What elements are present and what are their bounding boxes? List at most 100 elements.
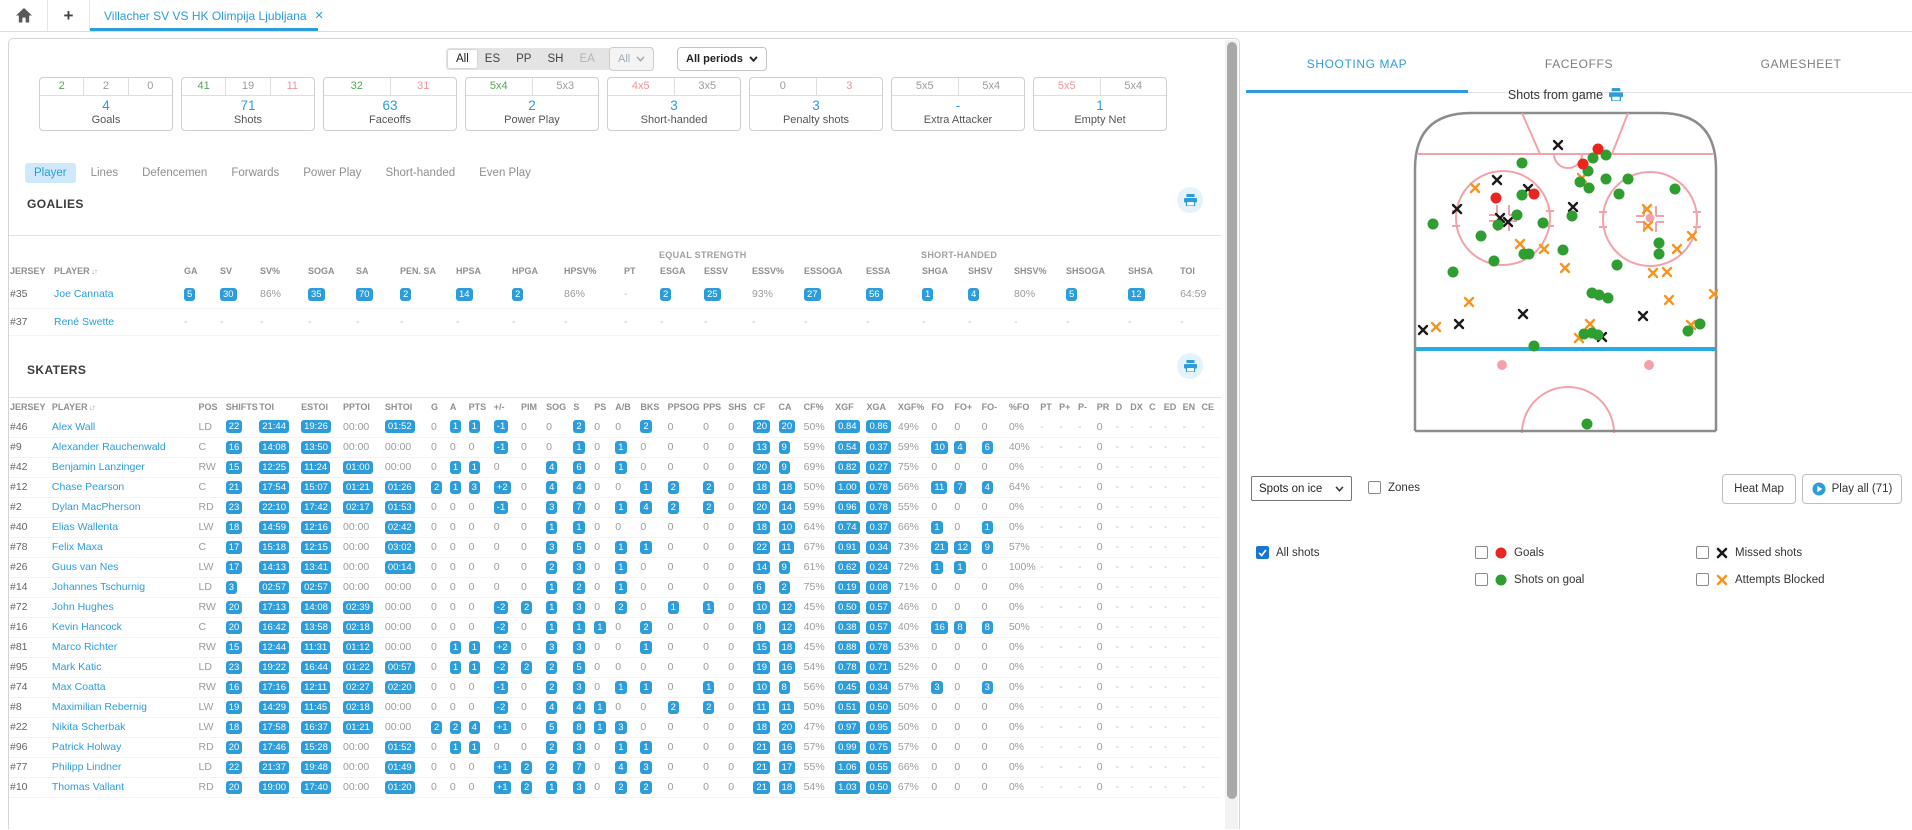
- zones-checkbox[interactable]: Zones: [1368, 481, 1420, 494]
- goal-marker[interactable]: [1528, 188, 1540, 200]
- blocked-shot-marker[interactable]: [1661, 266, 1673, 278]
- shot-on-goal-marker[interactable]: [1600, 173, 1612, 185]
- player-link[interactable]: Alex Wall: [51, 420, 96, 433]
- missed-shot-marker[interactable]: [1491, 174, 1503, 186]
- column-header-player[interactable]: PLAYER ↓↑: [51, 402, 96, 412]
- new-tab-button[interactable]: +: [48, 0, 90, 31]
- play-all-button[interactable]: Play all (71): [1802, 474, 1902, 504]
- missed-shots-checkbox[interactable]: Missed shots: [1696, 546, 1802, 559]
- spots-select[interactable]: Spots on ice: [1251, 476, 1352, 501]
- player-link[interactable]: René Swette: [54, 315, 115, 328]
- shot-on-goal-marker[interactable]: [1492, 219, 1504, 231]
- player-link[interactable]: Joe Cannata: [54, 288, 114, 301]
- shot-on-goal-marker[interactable]: [1566, 210, 1578, 222]
- blocked-shot-marker[interactable]: [1514, 238, 1526, 250]
- player-link[interactable]: Felix Maxa: [51, 541, 103, 553]
- shot-on-goal-marker[interactable]: [1488, 255, 1500, 267]
- shots-on-goal-checkbox[interactable]: Shots on goal: [1475, 573, 1584, 586]
- player-link[interactable]: Guus van Nes: [51, 561, 119, 573]
- player-link[interactable]: Thomas Vallant: [51, 781, 125, 793]
- heat-map-button[interactable]: Heat Map: [1722, 474, 1796, 504]
- missed-shot-marker[interactable]: [1451, 203, 1463, 215]
- shot-on-goal-marker[interactable]: [1427, 218, 1439, 230]
- blocked-shot-marker[interactable]: [1584, 318, 1596, 330]
- shot-on-goal-marker[interactable]: [1583, 182, 1595, 194]
- shot-on-goal-marker[interactable]: [1653, 248, 1665, 260]
- player-link[interactable]: Chase Pearson: [51, 481, 125, 493]
- attempts-blocked-checkbox[interactable]: Attempts Blocked: [1696, 573, 1824, 586]
- view-tab-forwards[interactable]: Forwards: [231, 167, 280, 179]
- shot-on-goal-marker[interactable]: [1578, 328, 1590, 340]
- strength-filter-all[interactable]: All: [448, 50, 477, 68]
- shot-on-goal-marker[interactable]: [1592, 329, 1604, 341]
- strength-filter-es[interactable]: ES: [484, 53, 501, 65]
- shot-on-goal-marker[interactable]: [1622, 173, 1634, 185]
- player-link[interactable]: Maximilian Rebernig: [51, 701, 148, 713]
- blocked-shot-marker[interactable]: [1642, 220, 1654, 232]
- shot-on-goal-marker[interactable]: [1611, 259, 1623, 271]
- close-tab-icon[interactable]: ✕: [314, 10, 324, 22]
- strength-filter-sh[interactable]: SH: [547, 53, 564, 65]
- blocked-shot-marker[interactable]: [1663, 294, 1675, 306]
- blocked-shot-marker[interactable]: [1463, 296, 1475, 308]
- shot-on-goal-marker[interactable]: [1537, 217, 1549, 229]
- goals-checkbox[interactable]: Goals: [1475, 546, 1544, 559]
- shot-on-goal-marker[interactable]: [1516, 157, 1528, 169]
- player-link[interactable]: Dylan MacPherson: [51, 501, 141, 513]
- player-link[interactable]: Elias Wallenta: [51, 521, 119, 533]
- print-map-button[interactable]: [1609, 88, 1624, 104]
- panel-tab-faceoffs[interactable]: FACEOFFS: [1544, 57, 1614, 71]
- view-tab-defencemen[interactable]: Defencemen: [142, 167, 208, 179]
- shot-on-goal-marker[interactable]: [1653, 237, 1665, 249]
- blocked-shot-marker[interactable]: [1686, 230, 1698, 242]
- shot-on-goal-marker[interactable]: [1511, 209, 1523, 221]
- view-tab-lines[interactable]: Lines: [90, 167, 119, 179]
- blocked-shot-marker[interactable]: [1430, 321, 1442, 333]
- view-tab-player[interactable]: Player: [25, 163, 76, 183]
- skaters-print-button[interactable]: [1177, 353, 1203, 379]
- blocked-shot-marker[interactable]: [1469, 182, 1481, 194]
- player-link[interactable]: Kevin Hancock: [51, 621, 122, 633]
- blocked-shot-marker[interactable]: [1671, 243, 1683, 255]
- shot-on-goal-marker[interactable]: [1528, 340, 1540, 352]
- shot-on-goal-marker[interactable]: [1581, 418, 1593, 430]
- blocked-shot-marker[interactable]: [1559, 262, 1571, 274]
- goal-marker[interactable]: [1592, 143, 1604, 155]
- shot-on-goal-marker[interactable]: [1523, 248, 1535, 260]
- scrollbar-thumb[interactable]: [1226, 42, 1237, 800]
- shot-on-goal-marker[interactable]: [1600, 149, 1612, 161]
- missed-shot-marker[interactable]: [1637, 310, 1649, 322]
- goal-marker[interactable]: [1490, 192, 1502, 204]
- missed-shot-marker[interactable]: [1453, 318, 1465, 330]
- shot-on-goal-marker[interactable]: [1694, 318, 1706, 330]
- missed-shot-marker[interactable]: [1552, 139, 1564, 151]
- shot-on-goal-marker[interactable]: [1587, 152, 1599, 164]
- game-tab[interactable]: Villacher SV VS HK Olimpija Ljubljana ✕: [90, 0, 338, 31]
- player-link[interactable]: Max Coatta: [51, 681, 106, 693]
- shot-on-goal-marker[interactable]: [1516, 189, 1528, 201]
- missed-shot-marker[interactable]: [1502, 216, 1514, 228]
- blocked-shot-marker[interactable]: [1538, 243, 1550, 255]
- missed-shot-marker[interactable]: [1567, 201, 1579, 213]
- shot-on-goal-marker[interactable]: [1613, 188, 1625, 200]
- column-header-player[interactable]: PLAYER ↓↑: [54, 266, 98, 276]
- player-link[interactable]: Philipp Lindner: [51, 761, 122, 773]
- shot-on-goal-marker[interactable]: [1669, 183, 1681, 195]
- blocked-shot-marker[interactable]: [1708, 288, 1718, 300]
- missed-shot-marker[interactable]: [1517, 308, 1529, 320]
- panel-tab-shooting-map[interactable]: SHOOTING MAP: [1246, 36, 1468, 93]
- view-tab-even-play[interactable]: Even Play: [479, 167, 531, 179]
- player-link[interactable]: Patrick Holway: [51, 741, 122, 753]
- strength-filter-pp[interactable]: PP: [516, 53, 532, 65]
- all-shots-checkbox[interactable]: All shots: [1256, 546, 1319, 559]
- period-filter-dropdown[interactable]: All periods: [677, 47, 767, 71]
- goal-marker[interactable]: [1577, 158, 1589, 170]
- player-link[interactable]: Mark Katic: [51, 661, 102, 673]
- player-link[interactable]: John Hughes: [51, 601, 114, 613]
- player-link[interactable]: Nikita Scherbak: [51, 721, 126, 733]
- missed-shot-marker[interactable]: [1417, 324, 1429, 336]
- home-button[interactable]: [0, 0, 48, 31]
- player-link[interactable]: Marco Richter: [51, 641, 118, 653]
- blocked-shot-marker[interactable]: [1641, 203, 1653, 215]
- view-tab-power-play[interactable]: Power Play: [303, 167, 362, 179]
